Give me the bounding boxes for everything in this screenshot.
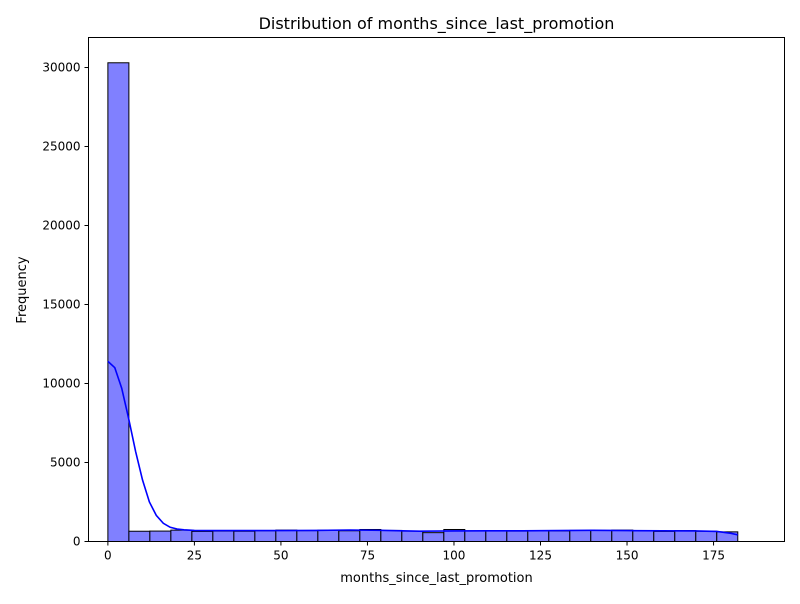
histogram-bar	[695, 530, 718, 542]
x-tick-label: 25	[187, 549, 202, 563]
histogram-bar	[254, 530, 277, 542]
y-tick-label: 25000	[42, 140, 80, 154]
histogram-bar	[611, 529, 634, 542]
histogram-bar	[233, 530, 256, 542]
x-tick-label: 0	[104, 549, 112, 563]
y-tick-label: 0	[73, 535, 81, 549]
x-tick-label: 175	[702, 549, 725, 563]
x-tick-label: 75	[360, 549, 375, 563]
y-tick-label: 30000	[42, 61, 80, 75]
histogram-bar	[149, 530, 172, 542]
histogram-bar	[338, 530, 361, 542]
histogram-bar	[275, 529, 298, 542]
histogram-bar	[296, 530, 319, 543]
x-axis-label: months_since_last_promotion	[340, 571, 532, 586]
x-axis: 0 25 50 75 100 125 150 175	[104, 541, 725, 563]
histogram-bar	[422, 532, 445, 542]
y-tick-label: 20000	[42, 219, 80, 233]
histogram-bar	[317, 529, 340, 543]
histogram-bar	[632, 530, 655, 542]
histogram-bar	[128, 530, 151, 542]
y-tick-label: 15000	[42, 298, 80, 312]
histogram-bar	[170, 529, 193, 542]
plot-frame	[88, 37, 785, 542]
histogram-bar	[359, 528, 382, 543]
histogram-bar	[506, 530, 529, 542]
histogram-bar	[464, 530, 487, 543]
histogram-bar	[590, 529, 613, 542]
histogram-bar	[191, 530, 214, 543]
histogram-bar	[401, 530, 424, 542]
histogram-bar	[212, 530, 235, 542]
x-tick-label: 100	[443, 549, 466, 563]
histogram-bar	[569, 529, 592, 542]
kde-curve-group	[107, 360, 738, 536]
histogram-bar	[527, 530, 550, 542]
histogram-bar	[674, 530, 697, 543]
chart-title: Distribution of months_since_last_promot…	[259, 14, 615, 34]
x-tick-label: 50	[273, 549, 288, 563]
histogram-bar	[107, 62, 130, 543]
histogram-bar	[380, 529, 403, 542]
y-tick-label: 5000	[50, 456, 81, 470]
y-axis: 0 5000 10000 15000 20000 25000 30000	[42, 61, 89, 549]
y-tick-label: 10000	[42, 377, 80, 391]
histogram-bar	[485, 530, 508, 542]
y-axis-label: Frequency	[15, 256, 30, 323]
histogram-bar	[548, 530, 571, 543]
kde-line	[107, 360, 738, 536]
histogram-bars	[107, 62, 739, 543]
x-tick-label: 150	[616, 549, 639, 563]
x-tick-label: 125	[529, 549, 552, 563]
histogram-bar	[653, 530, 676, 543]
